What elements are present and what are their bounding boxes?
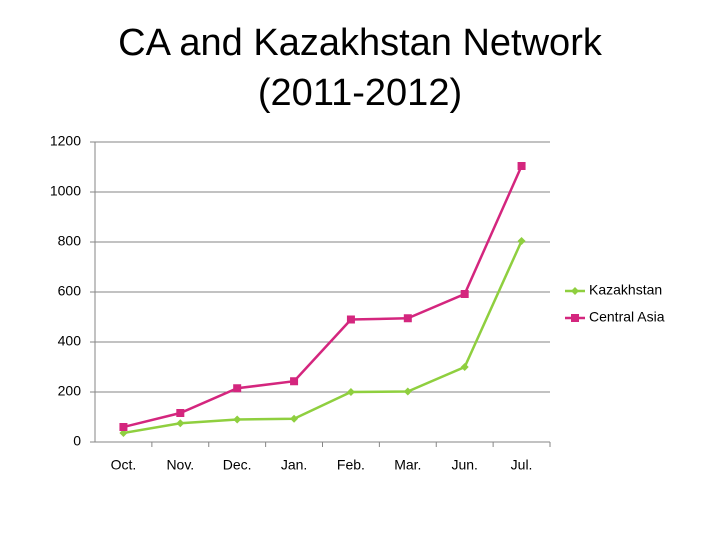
marker	[346, 315, 355, 324]
marker	[119, 423, 128, 431]
y-tick-label: 1000	[50, 183, 81, 199]
legend-marker	[571, 314, 579, 322]
marker	[517, 237, 526, 245]
series-line	[123, 165, 523, 429]
y-tick-label: 1200	[50, 133, 81, 149]
marker	[290, 414, 299, 423]
y-tick-label: 0	[73, 433, 81, 449]
marker	[176, 419, 185, 428]
series-line	[123, 240, 523, 435]
marker	[403, 387, 412, 396]
x-tick-label: Feb.	[337, 457, 365, 473]
legend-label: Kazakhstan	[589, 282, 662, 298]
marker	[403, 314, 412, 323]
marker	[233, 384, 242, 393]
x-tick-label: Nov.	[166, 457, 194, 473]
legend-label: Central Asia	[589, 309, 665, 325]
marker	[233, 415, 242, 424]
x-tick-label: Jul.	[511, 457, 533, 473]
y-tick-label: 800	[58, 233, 82, 249]
y-tick-label: 200	[58, 383, 82, 399]
legend-marker	[571, 287, 579, 295]
x-tick-label: Jun.	[451, 457, 477, 473]
x-tick-label: Jan.	[281, 457, 307, 473]
y-tick-label: 400	[58, 333, 82, 349]
marker	[460, 363, 469, 371]
marker	[460, 290, 469, 298]
x-tick-label: Mar.	[394, 457, 421, 473]
marker	[517, 162, 526, 170]
x-tick-label: Oct.	[111, 457, 137, 473]
x-tick-label: Dec.	[223, 457, 252, 473]
marker	[346, 388, 355, 396]
marker	[176, 409, 185, 417]
y-tick-label: 600	[58, 283, 82, 299]
chart-title: CA and Kazakhstan Network (2011-2012)	[118, 22, 602, 114]
marker	[290, 377, 299, 386]
